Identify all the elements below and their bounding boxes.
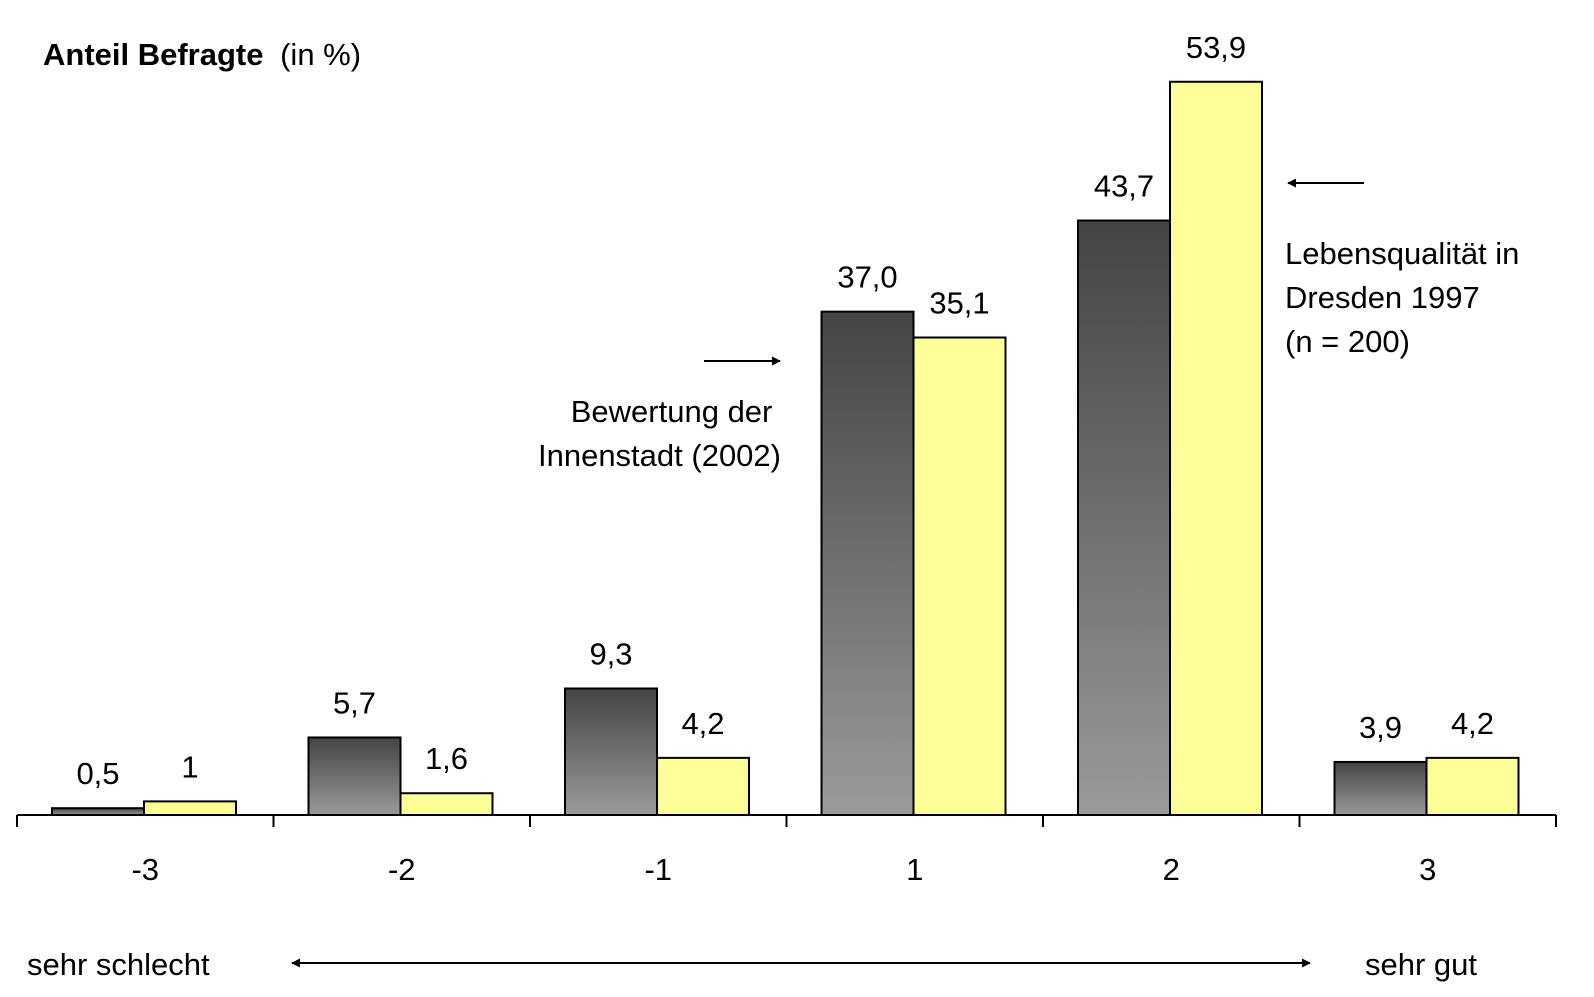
x-tick-label-2: 2: [1163, 852, 1180, 887]
scale-right-label: sehr gut: [1365, 947, 1477, 982]
bar-label-series2--3: 1: [181, 749, 198, 784]
bar-label-series1-1: 37,0: [837, 260, 897, 295]
bar-label-series1-2: 43,7: [1094, 169, 1154, 204]
bar-series2--2: [399, 792, 494, 817]
x-tick-label-3: 3: [1419, 852, 1436, 887]
y-axis-title: Anteil Befragte (in %): [43, 37, 361, 72]
bar-label-series2-2: 53,9: [1186, 30, 1246, 65]
bar-series2--3: [143, 800, 237, 817]
bar-series1-2: [1077, 219, 1171, 816]
bar-series2-3: [1425, 756, 1520, 817]
bar-label-series2--1: 4,2: [681, 706, 724, 741]
bar-label-series1--1: 9,3: [589, 636, 632, 671]
bar-label-series2-3: 4,2: [1451, 706, 1494, 741]
bar-series1-1: [820, 310, 915, 816]
y-axis-title-unit: (in %): [280, 37, 361, 72]
x-tick-label--1: -1: [644, 852, 672, 887]
bar-series1--1: [564, 687, 658, 817]
bar-label-series2--2: 1,6: [425, 741, 468, 776]
bar-label-series1-3: 3,9: [1359, 710, 1402, 745]
series1-annotation: Bewertung der Innenstadt (2002): [538, 394, 781, 473]
bar-series1--2: [307, 736, 402, 817]
scale-left-label: sehr schlecht: [27, 947, 210, 982]
series2-annotation-line1: Lebensqualität in: [1285, 236, 1519, 271]
series1-annotation-line2: Innenstadt (2002): [538, 438, 781, 473]
x-tick-label--2: -2: [388, 852, 416, 887]
bar-series2--1: [656, 756, 750, 817]
bars-group: [51, 80, 1520, 817]
series2-annotation: Lebensqualität in Dresden 1997 (n = 200): [1285, 236, 1528, 359]
series2-annotation-line3: (n = 200): [1285, 324, 1410, 359]
y-axis-title-bold: Anteil Befragte: [43, 37, 263, 72]
series2-annotation-line2: Dresden 1997: [1285, 280, 1480, 315]
bar-series2-1: [912, 336, 1007, 816]
x-tick-label-1: 1: [906, 852, 923, 887]
bar-series1--3: [51, 807, 145, 816]
bar-series2-2: [1169, 80, 1263, 817]
series1-annotation-line1: Bewertung der: [571, 394, 773, 429]
x-axis: [16, 814, 1557, 827]
x-tick-labels: -3 -2 -1 1 2 3: [131, 852, 1436, 887]
bar-series1-3: [1333, 760, 1428, 816]
bar-labels-group: 0,5 1 5,7 1,6 9,3 4,2 37,0 35,1 43,7 53,9 3,9 4,2: [76, 30, 1494, 791]
bar-label-series1--2: 5,7: [333, 685, 376, 720]
bar-label-series2-1: 35,1: [929, 286, 989, 321]
bar-label-series1--3: 0,5: [76, 756, 119, 791]
x-tick-label--3: -3: [131, 852, 159, 887]
